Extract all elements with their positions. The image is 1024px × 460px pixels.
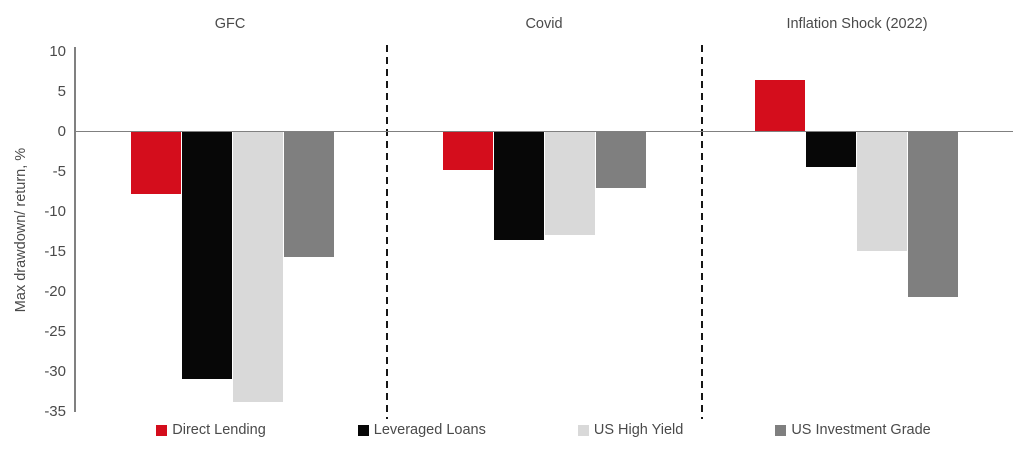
y-tick--25: -25 — [44, 322, 66, 340]
bar-inflation-shock-2022-direct-lending — [755, 80, 805, 132]
legend-swatch-us-investment-grade — [775, 424, 787, 436]
panel-separator-2 — [701, 45, 703, 419]
panel-title-covid: Covid — [525, 16, 563, 32]
bar-inflation-shock-2022-us-high-yield — [857, 131, 907, 251]
y-tick--10: -10 — [44, 202, 66, 220]
bar-gfc-leveraged-loans — [181, 131, 232, 379]
bar-covid-leveraged-loans — [494, 131, 544, 240]
bar-gfc-direct-lending — [130, 131, 181, 194]
legend-swatch-leveraged-loans — [357, 424, 369, 436]
y-tick--20: -20 — [44, 282, 66, 300]
legend-item-us-high-yield: US High Yield — [577, 422, 684, 438]
y-tick--30: -30 — [44, 362, 66, 380]
legend-item-leveraged-loans: Leveraged Loans — [357, 422, 486, 438]
y-tick-10: 10 — [49, 42, 66, 60]
legend-item-direct-lending: Direct Lending — [156, 422, 266, 438]
bar-inflation-shock-2022-leveraged-loans — [806, 131, 856, 167]
legend-swatch-direct-lending — [156, 424, 168, 436]
legend-label-leveraged-loans: Leveraged Loans — [373, 422, 486, 438]
bar-gfc-us-high-yield — [232, 131, 283, 402]
legend-item-us-investment-grade: US Investment Grade — [775, 422, 931, 438]
bar-covid-direct-lending — [443, 131, 493, 170]
y-axis-line — [74, 47, 76, 412]
panel-separator-1 — [386, 45, 388, 419]
y-tick-5: 5 — [57, 82, 66, 100]
y-tick--35: -35 — [44, 402, 66, 420]
legend: Direct Lending Leveraged Loans US High Y… — [74, 418, 1013, 442]
bar-covid-us-investment-grade — [596, 131, 646, 189]
panel-title-gfc: GFC — [214, 16, 246, 32]
legend-label-direct-lending: Direct Lending — [172, 422, 266, 438]
legend-swatch-us-high-yield — [577, 424, 589, 436]
y-tick--15: -15 — [44, 242, 66, 260]
bar-inflation-shock-2022-us-investment-grade — [908, 131, 958, 298]
y-tick--5: -5 — [52, 162, 66, 180]
zero-baseline — [74, 130, 1013, 132]
legend-label-us-investment-grade: US Investment Grade — [791, 422, 931, 438]
bar-gfc-us-investment-grade — [283, 131, 334, 258]
bar-covid-us-high-yield — [545, 131, 595, 235]
legend-label-us-high-yield: US High Yield — [593, 422, 684, 438]
y-tick-0: 0 — [57, 122, 66, 140]
panel-title-inflation-shock: Inflation Shock (2022) — [786, 16, 928, 32]
